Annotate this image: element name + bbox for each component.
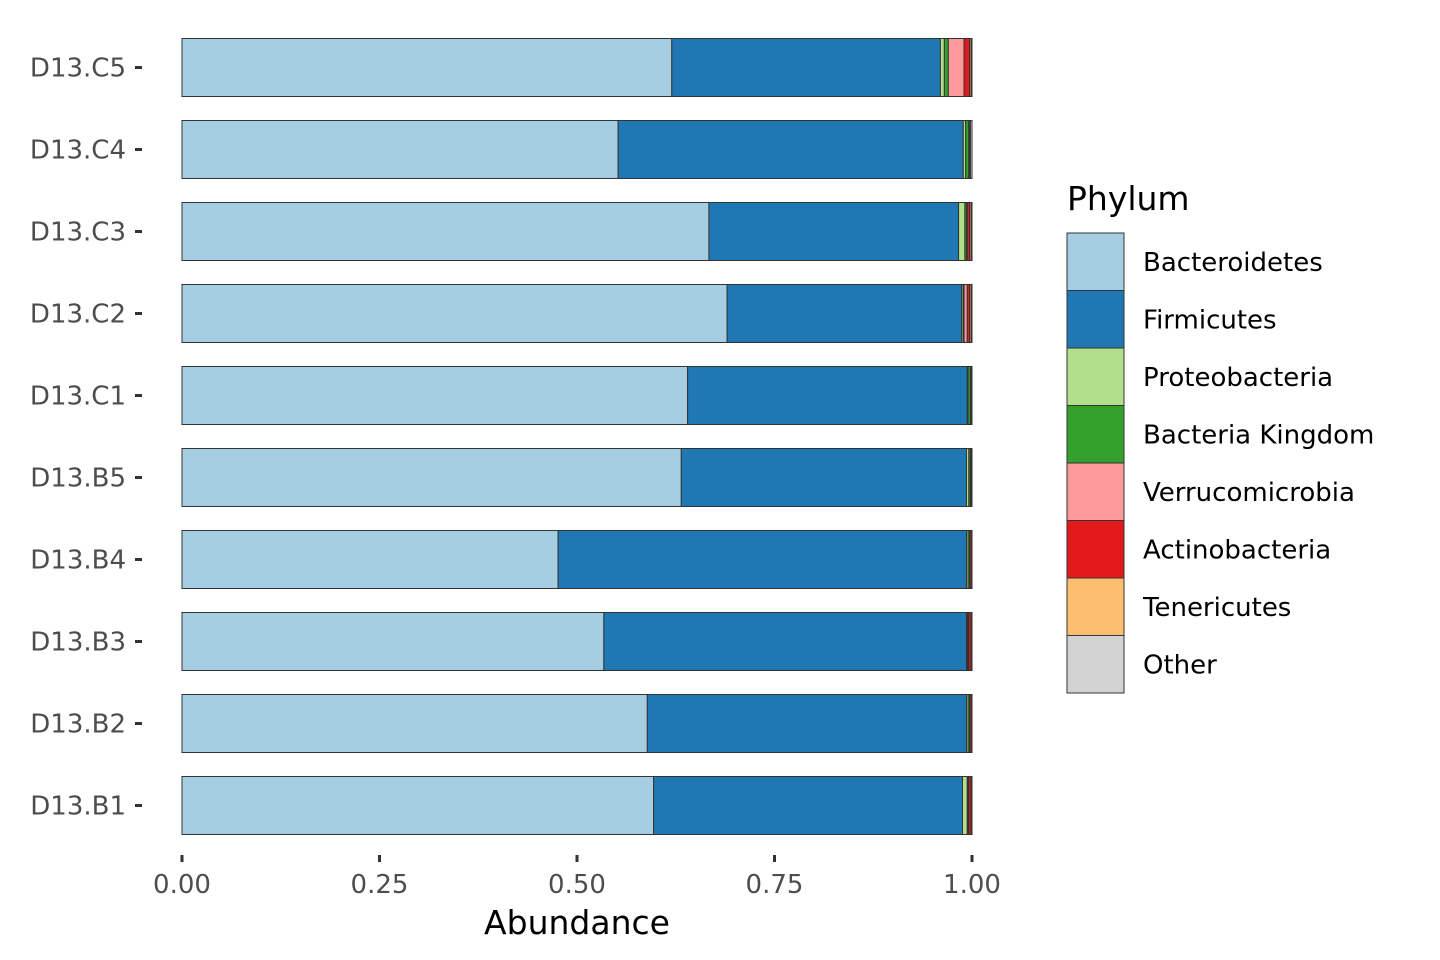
- legend-key: [1066, 577, 1125, 636]
- bar-segment-bacteroidetes: [181, 120, 619, 179]
- legend-key: [1066, 347, 1125, 406]
- bar-segment-other: [970, 202, 973, 261]
- y-tick-label: D13.B5: [30, 464, 126, 494]
- legend-item: Other: [1066, 635, 1217, 694]
- bar-row: [181, 530, 973, 589]
- bar-segment-other: [970, 612, 973, 671]
- y-tick-label: D13.C5: [30, 54, 126, 84]
- bar-segment-bacteroidetes: [181, 530, 559, 589]
- y-tick-label: D13.C3: [30, 218, 126, 248]
- bar-segment-other: [970, 776, 973, 835]
- y-tick-label: D13.C2: [30, 300, 126, 330]
- bar-segment-bacteroidetes: [181, 612, 605, 671]
- bar-row: [181, 284, 973, 343]
- legend-key: [1066, 232, 1125, 291]
- bar-segment-other: [970, 366, 973, 425]
- bar-row: [181, 612, 973, 671]
- legend-key: [1066, 462, 1125, 521]
- legend-item: Actinobacteria: [1066, 520, 1331, 579]
- legend-label: Verrucomicrobia: [1143, 478, 1355, 508]
- bar-segment-firmicutes: [680, 448, 967, 507]
- bar-segment-proteobacteria: [958, 202, 966, 261]
- y-tick-label: D13.B3: [30, 628, 126, 658]
- legend-label: Other: [1143, 650, 1217, 680]
- legend-key: [1066, 520, 1125, 579]
- bar-segment-firmicutes: [646, 694, 967, 753]
- legend-item: Bacteria Kingdom: [1066, 405, 1374, 464]
- x-tick-label: 1.00: [943, 870, 1001, 900]
- legend-item: Bacteroidetes: [1066, 232, 1323, 291]
- bar-segment-verrucomicrobia: [947, 38, 965, 97]
- bar-segment-bacteroidetes: [181, 202, 710, 261]
- bar-segment-bacteroidetes: [181, 694, 648, 753]
- legend-key: [1066, 290, 1125, 349]
- bar-row: [181, 202, 973, 261]
- legend-label: Bacteroidetes: [1143, 248, 1323, 278]
- legend-label: Tenericutes: [1142, 593, 1291, 623]
- bar-segment-firmicutes: [687, 366, 968, 425]
- bar-segment-actinobacteria: [963, 38, 971, 97]
- legend-label: Bacteria Kingdom: [1143, 420, 1374, 450]
- bar-segment-bacteroidetes: [181, 38, 673, 97]
- bar-segment-bacteroidetes: [181, 776, 655, 835]
- bar-segment-other: [970, 284, 973, 343]
- legend-label: Actinobacteria: [1143, 535, 1331, 565]
- bar-segment-firmicutes: [557, 530, 967, 589]
- legend-item: Tenericutes: [1066, 577, 1291, 636]
- y-tick-label: D13.B1: [30, 792, 126, 822]
- legend-item: Firmicutes: [1066, 290, 1277, 349]
- legend-key: [1066, 635, 1125, 694]
- legend-label: Firmicutes: [1143, 305, 1277, 335]
- bar-segment-proteobacteria: [962, 776, 968, 835]
- bar-row: [181, 38, 973, 97]
- bar-segment-firmicutes: [603, 612, 967, 671]
- bar-segment-bacteroidetes: [181, 448, 682, 507]
- legend-item: Verrucomicrobia: [1066, 462, 1355, 521]
- legend-title: Phylum: [1067, 179, 1190, 218]
- legend-label: Proteobacteria: [1143, 363, 1333, 393]
- bar-segment-other: [969, 120, 973, 179]
- bars-layer: [181, 38, 973, 835]
- bar-segment-other: [970, 530, 973, 589]
- bar-segment-other: [970, 694, 973, 753]
- bar-segment-firmicutes: [708, 202, 960, 261]
- x-axis-title: Abundance: [484, 903, 670, 942]
- bar-segment-firmicutes: [617, 120, 964, 179]
- x-tick-label: 0.50: [548, 870, 606, 900]
- y-tick-label: D13.B2: [30, 710, 126, 740]
- bar-segment-bacteroidetes: [181, 284, 728, 343]
- legend: Phylum Bacteroidetes Firmicutes Proteobact…: [1066, 179, 1374, 694]
- bar-segment-bacteroidetes: [181, 366, 689, 425]
- bar-segment-firmicutes: [671, 38, 941, 97]
- bar-row: [181, 448, 973, 507]
- bar-segment-firmicutes: [726, 284, 963, 343]
- legend-key: [1066, 405, 1125, 464]
- x-tick-label: 0.75: [746, 870, 804, 900]
- bar-segment-firmicutes: [653, 776, 964, 835]
- y-axis: D13.C5 D13.C4 D13.C3 D13.C2 D13.C1 D13.B5 D13.…: [30, 54, 142, 822]
- bar-segment-other: [970, 448, 973, 507]
- legend-item: Proteobacteria: [1066, 347, 1333, 406]
- bar-segment-other: [970, 38, 973, 97]
- bar-row: [181, 776, 973, 835]
- y-tick-label: D13.C1: [30, 382, 126, 412]
- y-tick-label: D13.C4: [30, 136, 126, 166]
- x-axis: 0.00 0.25 0.50 0.75 1.00: [153, 855, 1001, 900]
- x-tick-label: 0.25: [351, 870, 409, 900]
- bar-segment-proteobacteria: [939, 38, 945, 97]
- bar-segment-bacteria-kingdom: [943, 38, 949, 97]
- y-tick-label: D13.B4: [30, 546, 126, 576]
- bar-row: [181, 694, 973, 753]
- bar-row: [181, 366, 973, 425]
- bar-row: [181, 120, 973, 179]
- x-tick-label: 0.00: [153, 870, 211, 900]
